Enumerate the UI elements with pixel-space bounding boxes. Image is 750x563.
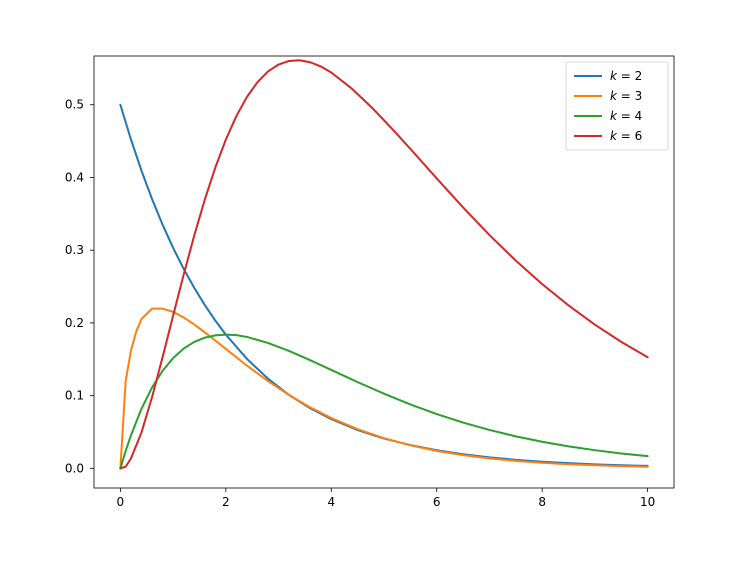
x-tick-label: 6 [433,495,441,509]
y-tick-label: 0.0 [65,461,84,475]
y-tick-label: 0.4 [65,170,84,184]
x-tick-label: 8 [538,495,546,509]
y-tick-label: 0.1 [65,389,84,403]
legend-label: k = 2 [610,69,642,83]
y-tick-label: 0.3 [65,243,84,257]
y-tick-label: 0.5 [65,98,84,112]
legend: k = 2 k = 3 k = 4 k = 6 [566,62,668,150]
x-tick-label: 0 [117,495,125,509]
line-chart: 0 2 4 6 8 10 0.0 0.1 0.2 0.3 0.4 0.5 k = 2 k = 3 k = 4… [0,0,750,563]
legend-label: k = 4 [610,109,642,123]
x-tick-label: 4 [327,495,335,509]
legend-label: k = 3 [610,89,642,103]
x-tick-label: 10 [640,495,655,509]
legend-label: k = 6 [610,129,642,143]
x-tick-label: 2 [222,495,230,509]
y-tick-label: 0.2 [65,316,84,330]
